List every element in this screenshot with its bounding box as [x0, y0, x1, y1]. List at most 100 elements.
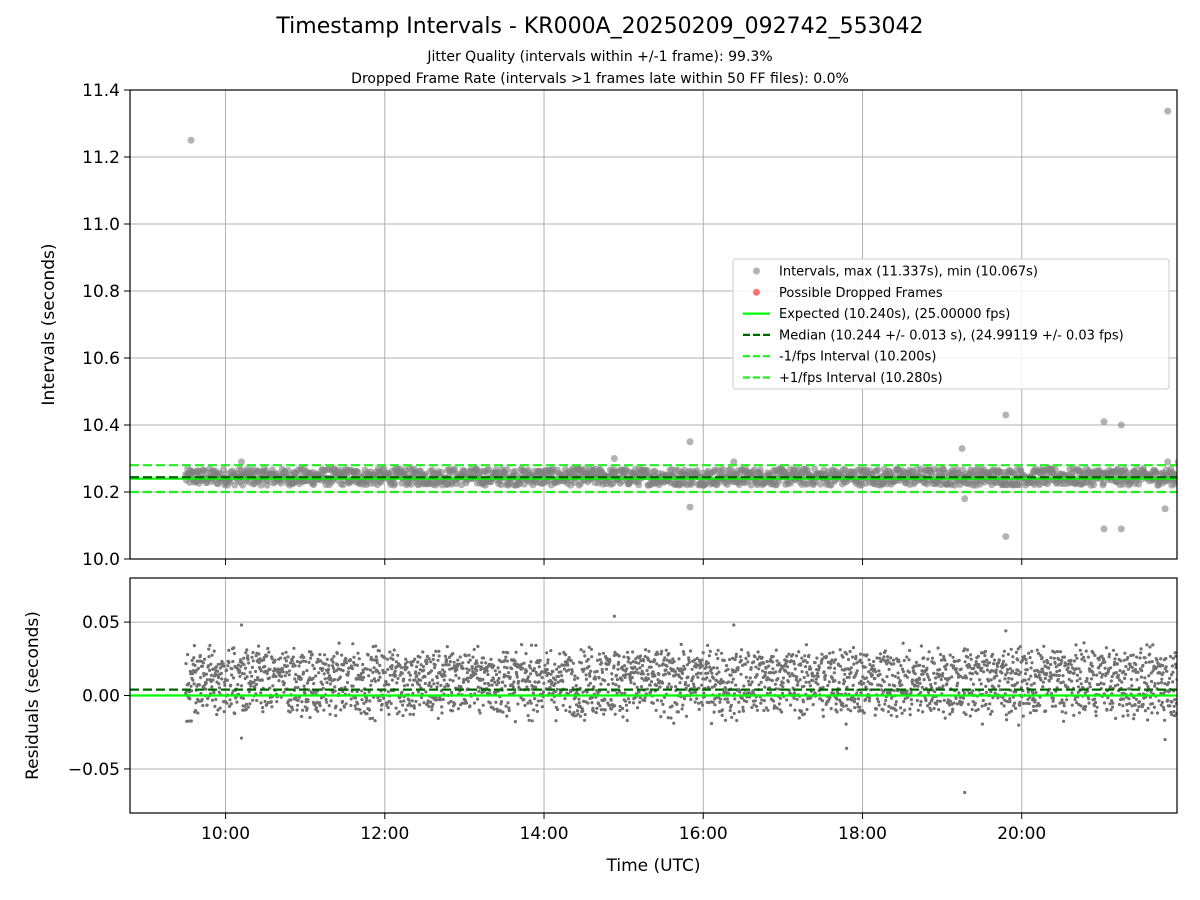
- residual-point: [1165, 669, 1169, 673]
- residual-point: [276, 667, 280, 672]
- residual-point: [308, 715, 312, 720]
- residual-point: [340, 699, 345, 704]
- residual-point: [687, 660, 691, 665]
- residual-point: [948, 712, 952, 716]
- residual-point: [1075, 656, 1079, 660]
- residual-point: [323, 653, 327, 657]
- residual-point: [530, 719, 534, 723]
- residual-point: [1002, 649, 1007, 653]
- residual-point: [734, 652, 739, 656]
- residual-point: [938, 699, 942, 703]
- residual-point: [430, 708, 434, 712]
- residual-point: [839, 708, 843, 712]
- residual-point: [1128, 702, 1132, 706]
- residual-point: [408, 673, 412, 677]
- residual-point: [513, 659, 517, 663]
- residual-point: [612, 653, 616, 658]
- residual-point: [1115, 662, 1120, 666]
- residual-point: [647, 649, 651, 653]
- residual-point: [1132, 717, 1136, 721]
- residual-point: [546, 661, 550, 665]
- residual-point: [515, 675, 519, 679]
- residual-point: [998, 688, 1002, 692]
- residual-point: [433, 663, 437, 667]
- residual-point: [1126, 656, 1130, 660]
- residual-point: [1174, 665, 1177, 670]
- residual-point: [898, 679, 902, 683]
- residual-point: [284, 659, 288, 663]
- residual-point: [447, 655, 451, 660]
- residual-point: [423, 681, 427, 686]
- residual-point: [625, 667, 629, 671]
- residual-point: [953, 659, 957, 663]
- residual-point: [1057, 657, 1061, 662]
- residual-point: [529, 701, 533, 705]
- residual-point: [933, 690, 937, 694]
- residual-point: [301, 670, 306, 674]
- residual-point: [583, 713, 587, 717]
- residual-point: [726, 667, 730, 672]
- residual-point: [796, 683, 800, 687]
- residual-point: [492, 664, 496, 668]
- residual-point: [646, 672, 650, 677]
- residual-point: [945, 682, 949, 686]
- legend-entry-label: -1/fps Interval (10.200s): [779, 350, 936, 365]
- residual-point: [287, 669, 292, 673]
- residual-point: [591, 709, 596, 713]
- residual-point: [1018, 703, 1022, 707]
- residual-point: [877, 700, 881, 704]
- residual-point: [1070, 679, 1074, 683]
- residual-point: [833, 666, 837, 670]
- residual-point: [578, 714, 583, 718]
- residual-point: [405, 660, 409, 664]
- residual-point: [593, 677, 598, 681]
- residual-point: [644, 648, 648, 652]
- residual-point: [396, 676, 400, 681]
- residual-point: [424, 690, 428, 694]
- residual-point: [386, 690, 390, 694]
- interval-outlier-point: [187, 136, 195, 144]
- residual-point: [1151, 669, 1155, 673]
- dropped-frame-rate-subtitle: Dropped Frame Rate (intervals >1 frames …: [351, 71, 849, 87]
- residual-point: [277, 679, 281, 683]
- residual-point: [358, 708, 362, 712]
- residual-point: [774, 670, 778, 674]
- residual-point: [1141, 663, 1145, 668]
- residual-point: [797, 716, 801, 720]
- residual-point: [737, 710, 741, 714]
- residual-point: [691, 675, 695, 679]
- residual-point: [199, 676, 203, 680]
- residual-point: [635, 685, 639, 689]
- residual-point: [373, 719, 377, 723]
- residual-point: [683, 667, 687, 671]
- residual-point: [848, 649, 852, 654]
- residual-point: [649, 680, 654, 684]
- residual-point: [781, 681, 785, 685]
- residual-point: [894, 708, 898, 712]
- residual-point: [475, 661, 479, 665]
- residual-point: [192, 656, 196, 660]
- interval-point: [1051, 465, 1059, 473]
- residual-point: [961, 696, 966, 700]
- residual-point: [900, 683, 904, 687]
- residual-point: [960, 700, 964, 704]
- residual-point: [920, 685, 924, 690]
- residual-point: [350, 667, 354, 671]
- residual-point: [1124, 664, 1128, 669]
- residual-point: [250, 665, 254, 670]
- residual-point: [1024, 657, 1028, 662]
- residual-point: [631, 660, 635, 664]
- residual-point: [219, 671, 223, 675]
- residual-point: [605, 658, 609, 662]
- residual-point: [333, 689, 337, 693]
- residual-point: [846, 697, 850, 701]
- residual-point: [841, 655, 845, 659]
- residual-point: [484, 661, 488, 665]
- residual-point: [719, 697, 723, 701]
- residual-point: [1072, 671, 1076, 676]
- residual-point: [667, 652, 671, 656]
- residual-point: [384, 680, 388, 684]
- residual-point: [600, 670, 605, 675]
- residual-point: [791, 653, 795, 657]
- residual-point: [838, 648, 842, 652]
